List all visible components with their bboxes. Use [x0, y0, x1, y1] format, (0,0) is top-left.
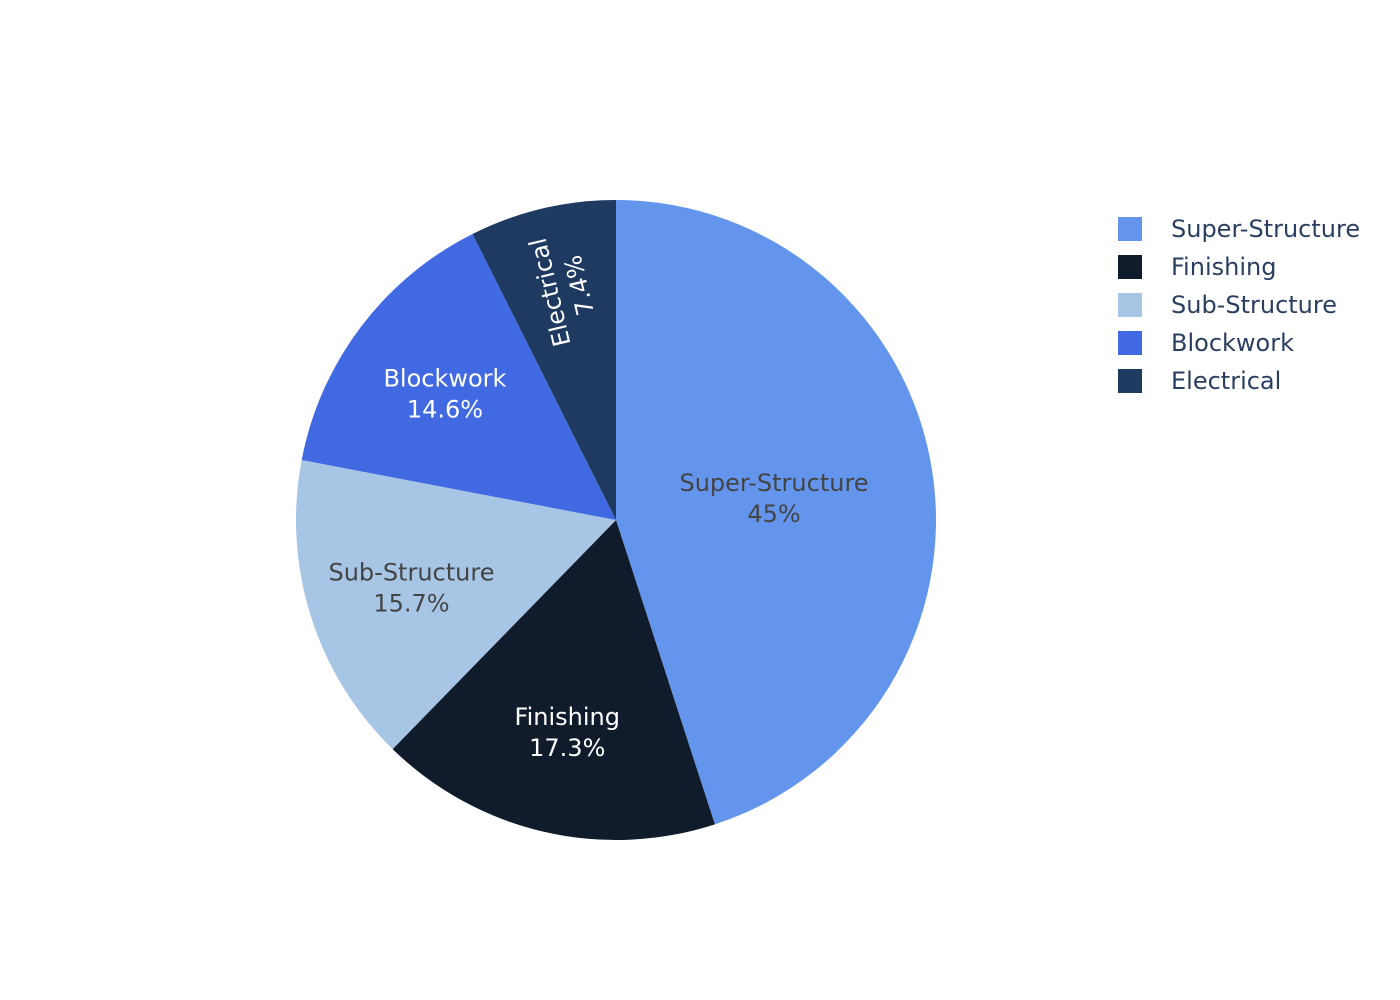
- slice-label-percent: 14.6%: [407, 396, 483, 424]
- slice-label-percent: 17.3%: [529, 734, 605, 762]
- legend-label: Electrical: [1171, 367, 1282, 395]
- slice-label-blockwork: Blockwork 14.6%: [383, 365, 506, 424]
- legend-item-electrical[interactable]: Electrical: [1118, 362, 1398, 400]
- slice-label-name: Super-Structure: [679, 469, 868, 497]
- legend: Super-Structure Finishing Sub-Structure …: [1118, 210, 1398, 400]
- legend-label: Finishing: [1171, 253, 1277, 281]
- slice-label-percent: 45%: [747, 500, 800, 528]
- legend-swatch: [1118, 255, 1142, 279]
- slice-label-finishing: Finishing 17.3%: [515, 703, 620, 762]
- pie-slice-blockwork[interactable]: [301, 233, 616, 520]
- legend-swatch: [1118, 293, 1142, 317]
- legend-item-super-structure[interactable]: Super-Structure: [1118, 210, 1398, 248]
- slice-label-name: Blockwork: [383, 365, 506, 393]
- legend-swatch: [1118, 331, 1142, 355]
- legend-item-sub-structure[interactable]: Sub-Structure: [1118, 286, 1398, 324]
- slice-label-name: Finishing: [515, 703, 620, 731]
- pie-slice-sub-structure[interactable]: [296, 460, 616, 750]
- slice-label-name: Sub-Structure: [328, 558, 494, 586]
- slice-label-percent: 15.7%: [373, 589, 449, 617]
- legend-swatch: [1118, 369, 1142, 393]
- legend-item-blockwork[interactable]: Blockwork: [1118, 324, 1398, 362]
- legend-label: Super-Structure: [1171, 215, 1361, 243]
- legend-item-finishing[interactable]: Finishing: [1118, 248, 1398, 286]
- pie-slices: [296, 200, 936, 840]
- pie-slice-electrical[interactable]: [472, 200, 616, 520]
- slice-label-sub-structure: Sub-Structure 15.7%: [328, 558, 494, 617]
- slice-label-super-structure: Super-Structure 45%: [679, 469, 868, 528]
- legend-label: Blockwork: [1171, 329, 1294, 357]
- legend-swatch: [1118, 217, 1142, 241]
- pie-slice-super-structure[interactable]: [616, 200, 936, 825]
- pie-labels: Super-Structure 45% Finishing 17.3% Sub-Stru…: [328, 235, 868, 762]
- pie-slice-finishing[interactable]: [392, 520, 715, 840]
- legend-label: Sub-Structure: [1171, 291, 1337, 319]
